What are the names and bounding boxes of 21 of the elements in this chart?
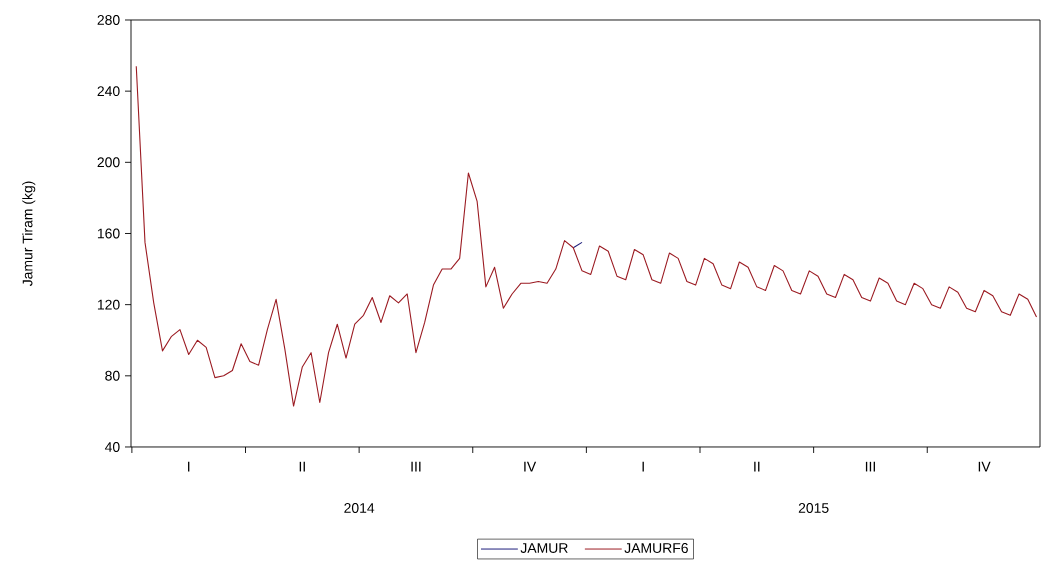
legend-label: JAMURF6 [624,543,688,553]
y-tick-label: 80 [105,370,120,381]
text: 2014 [344,503,375,513]
x-tick-label: IV [978,461,991,472]
y-axis-title: Jamur Tiram (kg) [22,181,36,287]
x-tick-label: I [642,461,644,472]
y-tick-label: 240 [97,86,120,97]
x-tick-label: II [299,461,305,472]
y-tick-label: 40 [104,442,120,452]
legend-label: JAMUR [520,543,568,553]
x-tick-label: III [865,461,875,472]
x-tick-label: I [188,461,190,472]
x-tick-label: IV [524,461,537,472]
x-tick-label: II [754,461,760,472]
y-tick-label: 120 [97,299,120,310]
y-tick-label: 280 [97,15,120,25]
x-tick-label: III [411,461,421,472]
text: 2015 [798,503,829,513]
y-tick-label: 160 [97,228,120,239]
line-series [135,65,1038,407]
y-tick-label: 200 [97,157,120,168]
